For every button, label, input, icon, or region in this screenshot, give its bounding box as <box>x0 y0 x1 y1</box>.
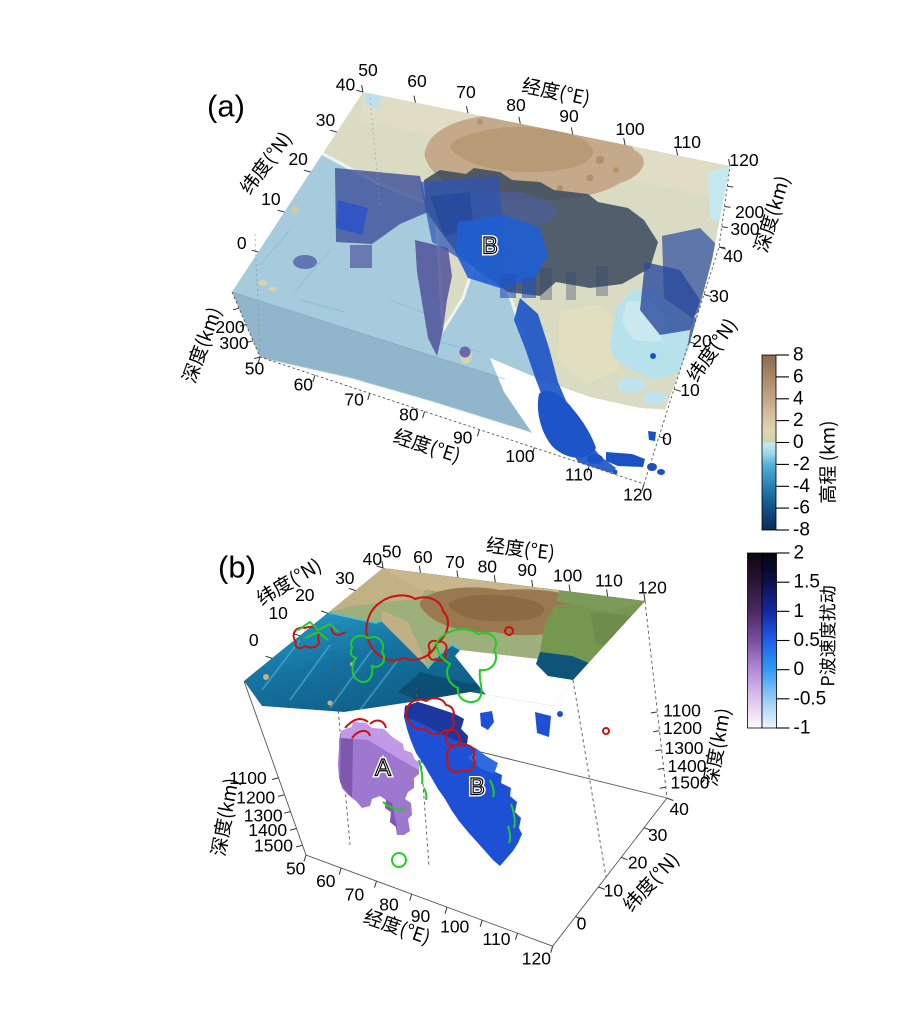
svg-text:80: 80 <box>379 894 399 914</box>
svg-text:A: A <box>375 755 391 782</box>
svg-text:(a): (a) <box>207 89 245 124</box>
svg-text:200: 200 <box>215 317 244 337</box>
svg-text:120: 120 <box>729 150 758 170</box>
svg-text:1500: 1500 <box>671 772 710 792</box>
svg-text:20: 20 <box>628 852 648 872</box>
svg-text:1200: 1200 <box>663 718 702 738</box>
svg-text:B: B <box>482 233 498 260</box>
svg-text:60: 60 <box>316 871 336 891</box>
svg-text:200: 200 <box>735 202 764 222</box>
svg-text:10: 10 <box>268 603 288 623</box>
svg-text:-2: -2 <box>793 454 810 475</box>
svg-text:120: 120 <box>638 578 667 598</box>
svg-text:1300: 1300 <box>665 738 704 758</box>
svg-text:50: 50 <box>382 542 402 562</box>
svg-text:-6: -6 <box>793 498 810 519</box>
svg-text:-1: -1 <box>794 718 811 739</box>
svg-text:40: 40 <box>363 549 383 569</box>
svg-text:1300: 1300 <box>244 805 283 825</box>
svg-text:40: 40 <box>669 799 689 819</box>
svg-text:70: 70 <box>344 390 364 410</box>
svg-text:2: 2 <box>794 543 805 564</box>
svg-text:0: 0 <box>237 233 247 253</box>
svg-text:10: 10 <box>261 189 281 209</box>
svg-text:50: 50 <box>286 858 306 878</box>
svg-text:1400: 1400 <box>668 756 707 776</box>
svg-text:4: 4 <box>793 388 804 409</box>
svg-text:6: 6 <box>793 366 804 387</box>
svg-text:60: 60 <box>413 547 433 567</box>
svg-text:120: 120 <box>623 484 652 504</box>
svg-text:-0.5: -0.5 <box>794 688 827 709</box>
svg-text:1500: 1500 <box>254 836 293 856</box>
svg-text:100: 100 <box>553 566 582 586</box>
svg-text:120: 120 <box>522 948 551 968</box>
svg-text:-4: -4 <box>793 476 810 497</box>
svg-text:100: 100 <box>440 917 469 937</box>
svg-text:300: 300 <box>219 333 248 353</box>
svg-text:80: 80 <box>506 95 526 115</box>
svg-text:100: 100 <box>505 446 534 466</box>
svg-text:8: 8 <box>793 345 804 366</box>
svg-text:1400: 1400 <box>248 820 287 840</box>
svg-text:0: 0 <box>793 432 804 453</box>
svg-text:2: 2 <box>793 410 804 431</box>
svg-text:90: 90 <box>559 106 579 126</box>
svg-text:0: 0 <box>662 429 672 449</box>
svg-text:90: 90 <box>411 906 431 926</box>
svg-text:0: 0 <box>249 630 259 650</box>
svg-text:30: 30 <box>335 568 355 588</box>
svg-text:30: 30 <box>648 825 668 845</box>
svg-text:0: 0 <box>794 659 805 680</box>
svg-text:30: 30 <box>316 110 336 130</box>
svg-text:1200: 1200 <box>236 788 275 808</box>
svg-text:70: 70 <box>445 552 465 572</box>
svg-text:A: A <box>375 755 391 782</box>
svg-text:B: B <box>482 233 498 260</box>
svg-text:(b): (b) <box>218 550 256 585</box>
svg-text:70: 70 <box>456 82 476 102</box>
svg-text:110: 110 <box>565 465 593 485</box>
svg-text:90: 90 <box>453 427 473 447</box>
svg-text:B: B <box>469 774 485 801</box>
svg-text:1100: 1100 <box>229 768 267 788</box>
svg-text:20: 20 <box>288 149 308 169</box>
svg-text:1100: 1100 <box>663 700 701 720</box>
svg-text:0.5: 0.5 <box>794 630 820 651</box>
svg-text:90: 90 <box>517 560 537 580</box>
svg-text:80: 80 <box>399 405 419 425</box>
svg-text:1: 1 <box>794 601 805 622</box>
svg-text:60: 60 <box>294 375 314 395</box>
svg-text:50: 50 <box>245 359 265 379</box>
svg-text:10: 10 <box>604 881 624 901</box>
svg-text:50: 50 <box>358 60 378 80</box>
svg-text:0: 0 <box>577 914 587 934</box>
svg-text:110: 110 <box>483 929 511 949</box>
svg-text:110: 110 <box>673 132 701 152</box>
svg-text:60: 60 <box>407 71 427 91</box>
svg-text:80: 80 <box>478 556 498 576</box>
svg-text:110: 110 <box>595 570 623 590</box>
svg-text:30: 30 <box>709 286 729 306</box>
svg-text:40: 40 <box>723 246 743 266</box>
svg-text:40: 40 <box>336 75 356 95</box>
svg-text:300: 300 <box>730 219 759 239</box>
svg-text:-8: -8 <box>793 520 810 541</box>
svg-text:20: 20 <box>295 585 315 605</box>
svg-text:B: B <box>469 774 485 801</box>
svg-text:10: 10 <box>680 380 700 400</box>
svg-text:70: 70 <box>345 885 365 905</box>
svg-text:1.5: 1.5 <box>794 572 820 593</box>
svg-text:100: 100 <box>615 119 644 139</box>
